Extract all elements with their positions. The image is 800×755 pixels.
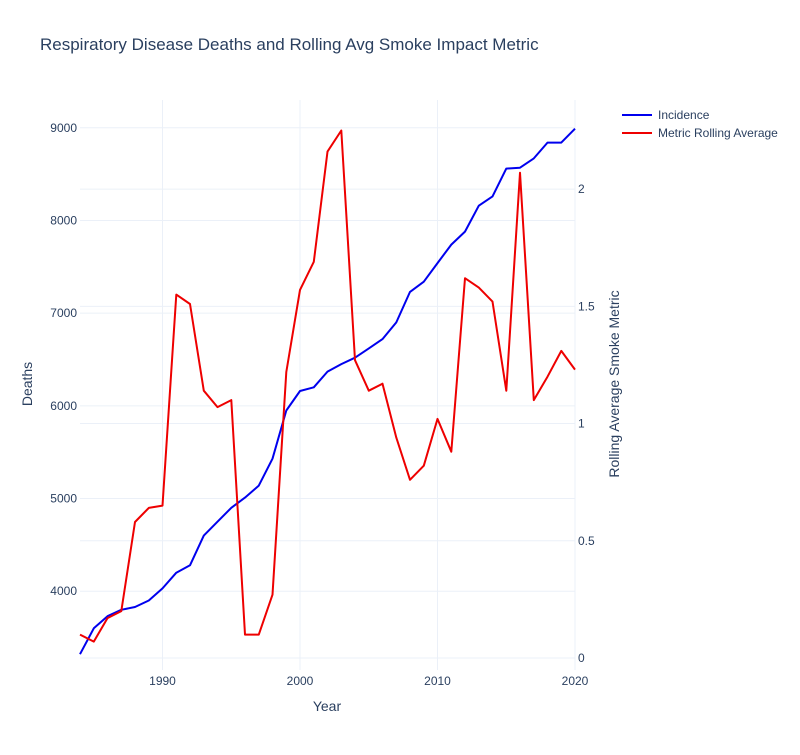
axis-ticks: 1990 2000 2010 2020 4000 5000 6000 7000 8000 9000… xyxy=(50,121,595,688)
x-tick-label: 1990 xyxy=(149,674,176,688)
y-tick-label: 4000 xyxy=(50,584,77,598)
series-line-incidence[interactable] xyxy=(79,127,576,655)
x-tick-label: 2000 xyxy=(287,674,314,688)
y2-tick-label: 0 xyxy=(578,651,585,665)
x-tick-label: 2020 xyxy=(562,674,589,688)
plot-area xyxy=(79,127,576,655)
y2-tick-label: 0.5 xyxy=(578,534,595,548)
x-tick-label: 2010 xyxy=(424,674,451,688)
chart-title: Respiratory Disease Deaths and Rolling A… xyxy=(40,35,539,54)
y-axis-title: Deaths xyxy=(19,362,35,406)
y2-tick-label: 1 xyxy=(578,417,585,431)
y2-axis-title: Rolling Average Smoke Metric xyxy=(606,290,622,477)
legend-label[interactable]: Incidence xyxy=(658,108,710,122)
y-tick-label: 7000 xyxy=(50,306,77,320)
series-line-metric-rolling-average[interactable] xyxy=(79,129,576,643)
legend-label[interactable]: Metric Rolling Average xyxy=(658,126,778,140)
y-tick-label: 6000 xyxy=(50,399,77,413)
legend[interactable]: Incidence Metric Rolling Average xyxy=(622,108,778,140)
y-tick-label: 8000 xyxy=(50,213,77,227)
y2-tick-label: 2 xyxy=(578,182,585,196)
x-axis-title: Year xyxy=(313,698,342,714)
gridlines xyxy=(80,100,576,670)
y2-tick-label: 1.5 xyxy=(578,299,595,313)
y-tick-label: 5000 xyxy=(50,492,77,506)
y-tick-label: 9000 xyxy=(50,121,77,135)
